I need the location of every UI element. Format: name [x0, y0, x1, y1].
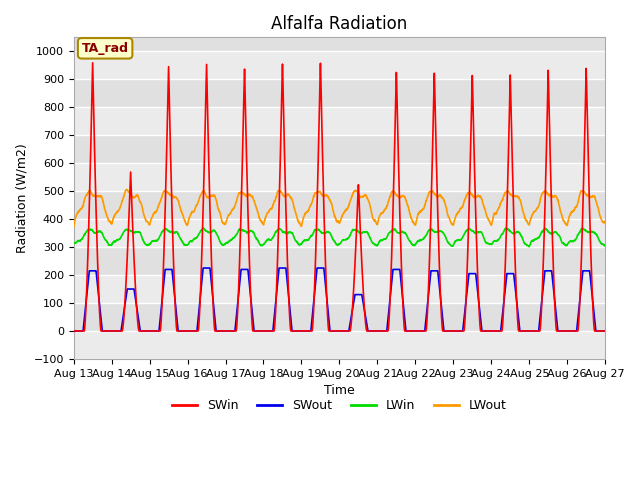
- Title: Alfalfa Radiation: Alfalfa Radiation: [271, 15, 408, 33]
- Bar: [74, 191, 605, 219]
- Bar: [74, 107, 605, 135]
- Legend: SWin, SWout, LWin, LWout: SWin, SWout, LWin, LWout: [167, 394, 512, 417]
- X-axis label: Time: Time: [324, 384, 355, 397]
- Bar: [74, 331, 605, 359]
- Bar: [74, 135, 605, 163]
- Bar: [74, 79, 605, 107]
- Bar: [74, 275, 605, 303]
- Bar: [74, 303, 605, 331]
- Y-axis label: Radiation (W/m2): Radiation (W/m2): [15, 143, 28, 253]
- Bar: [74, 247, 605, 275]
- Bar: [74, 219, 605, 247]
- Text: TA_rad: TA_rad: [82, 42, 129, 55]
- Bar: [74, 51, 605, 79]
- Bar: [74, 163, 605, 191]
